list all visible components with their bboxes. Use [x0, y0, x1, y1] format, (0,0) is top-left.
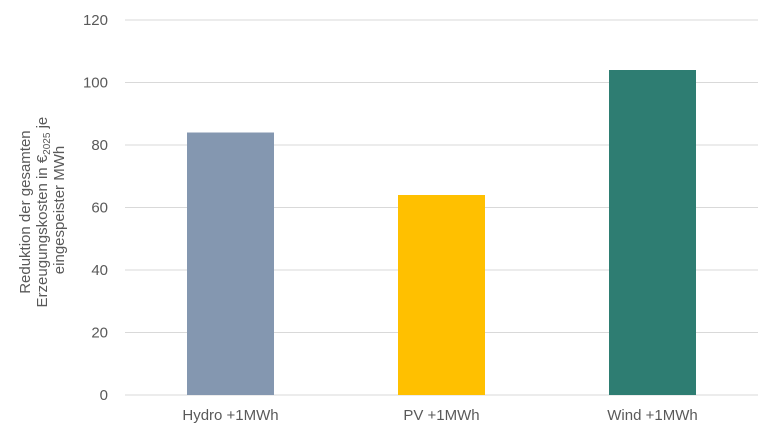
y-axis-label-line-3: eingespeister MWh	[51, 146, 68, 274]
y-axis-label-subscript: 2025	[42, 132, 53, 155]
bar-1	[187, 132, 274, 395]
bar-2	[398, 195, 485, 395]
y-tick-label-80: 80	[91, 137, 108, 154]
y-tick-label-100: 100	[83, 75, 108, 92]
x-axis-ticks: Hydro +1MWh PV +1MWh Wind +1MWh	[182, 407, 697, 424]
x-tick-label-1: Hydro +1MWh	[182, 407, 278, 424]
x-tick-label-3: Wind +1MWh	[607, 407, 697, 424]
y-tick-label-20: 20	[91, 325, 108, 342]
bars	[187, 70, 696, 395]
y-axis-label-line-2b: je	[34, 117, 51, 133]
bar-3	[609, 70, 696, 395]
y-tick-label-60: 60	[91, 200, 108, 217]
y-axis-label-line-2a: Erzeugungskosten in €	[34, 154, 51, 307]
y-axis-ticks: 0 20 40 60 80 100 120	[83, 12, 108, 404]
y-tick-label-0: 0	[100, 387, 108, 404]
y-axis-label-line-1: Reduktion der gesamten	[17, 130, 34, 293]
y-axis-label: Reduktion der gesamten Erzeugungskosten …	[17, 113, 68, 308]
x-tick-label-2: PV +1MWh	[403, 407, 479, 424]
y-tick-label-120: 120	[83, 12, 108, 29]
y-tick-label-40: 40	[91, 262, 108, 279]
